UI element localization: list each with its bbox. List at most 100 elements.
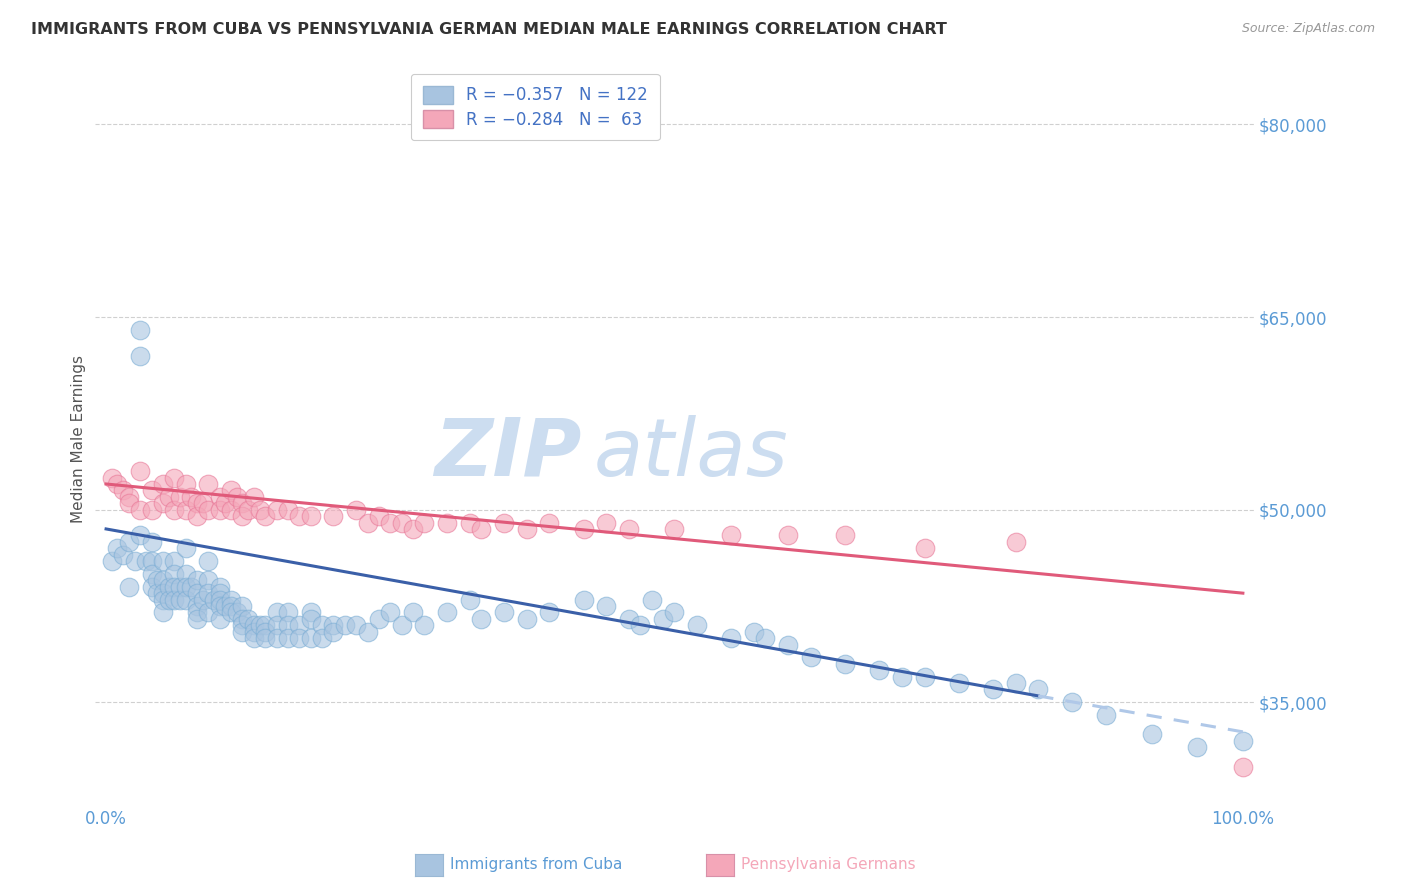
Point [238,502,260,516]
Point [1232,759,1254,773]
Text: ZIP: ZIP [434,415,582,492]
Point [778,528,800,542]
Point [322,509,344,524]
Point [169,490,191,504]
Point [664,606,686,620]
Point [299,509,322,524]
Point [1004,676,1026,690]
Point [266,618,288,632]
Point [890,670,912,684]
Point [118,580,141,594]
Point [458,592,481,607]
Point [356,516,378,530]
Point [572,522,595,536]
Point [163,592,186,607]
Text: atlas: atlas [593,415,787,492]
Legend: R = −0.357   N = 122, R = −0.284   N =  63: R = −0.357 N = 122, R = −0.284 N = 63 [411,74,659,141]
Point [333,618,356,632]
Point [367,612,389,626]
Point [288,618,311,632]
Point [231,612,253,626]
Point [470,612,492,626]
Point [180,580,202,594]
Point [152,554,174,568]
Point [243,631,266,645]
Point [186,574,208,588]
Point [742,624,765,639]
Point [219,483,242,498]
Point [720,528,742,542]
Point [436,606,458,620]
Point [628,618,651,632]
Point [436,516,458,530]
Point [380,516,402,530]
Point [124,554,146,568]
Point [174,566,197,581]
Point [595,516,617,530]
Point [914,541,936,556]
Point [778,638,800,652]
Point [402,606,425,620]
Point [834,528,856,542]
Point [1187,740,1209,755]
Point [266,606,288,620]
Point [277,502,299,516]
Point [152,586,174,600]
Point [391,618,413,632]
Point [254,509,277,524]
Point [243,490,266,504]
Point [208,490,231,504]
Point [344,502,367,516]
Point [146,574,169,588]
Point [311,631,333,645]
Point [163,580,186,594]
Point [800,650,823,665]
Point [266,502,288,516]
Point [219,502,242,516]
Point [107,477,129,491]
Point [720,631,742,645]
Text: Immigrants from Cuba: Immigrants from Cuba [450,857,623,871]
Point [174,541,197,556]
Point [299,612,322,626]
Point [180,490,202,504]
Point [191,592,214,607]
Point [288,509,311,524]
Point [231,509,253,524]
Point [112,548,135,562]
Point [163,566,186,581]
Point [249,618,271,632]
Point [948,676,970,690]
Point [277,631,299,645]
Point [157,592,180,607]
Point [174,477,197,491]
Point [344,618,367,632]
Point [163,470,186,484]
Point [152,592,174,607]
Point [202,592,225,607]
Point [1232,734,1254,748]
Point [100,470,122,484]
Point [174,580,197,594]
Point [1062,695,1084,709]
Point [186,599,208,613]
Point [266,631,288,645]
Point [141,580,163,594]
Point [652,612,675,626]
Point [868,663,890,677]
Point [391,516,413,530]
Point [277,606,299,620]
Point [191,496,214,510]
Point [402,522,425,536]
Point [141,566,163,581]
Point [617,522,640,536]
Point [492,516,515,530]
Point [186,586,208,600]
Point [112,483,135,498]
Point [641,592,664,607]
Point [208,580,231,594]
Point [152,574,174,588]
Point [163,502,186,516]
Point [834,657,856,671]
Point [197,502,219,516]
